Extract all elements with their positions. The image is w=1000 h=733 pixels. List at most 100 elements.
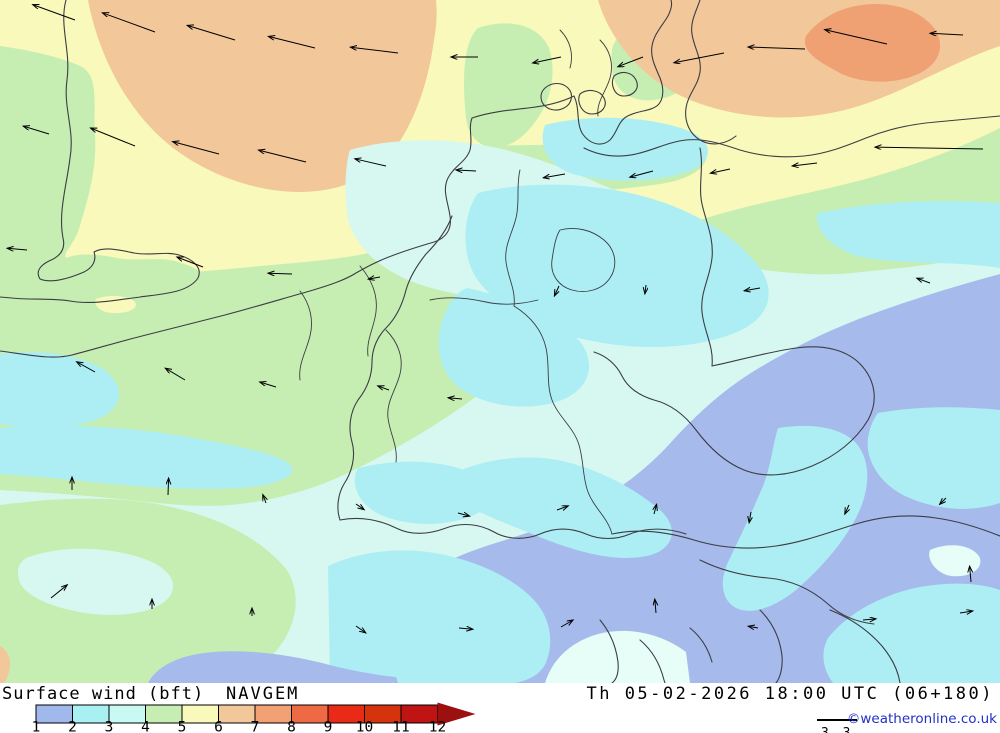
region-green-denmark-1 [463,23,553,148]
border-italy-adriatic [599,619,713,683]
surface-wind-map [0,0,1000,683]
region-cyan-east-germany [465,184,769,348]
wind-arrow [749,511,751,523]
wind-arrow [268,273,293,274]
wind-arrow [654,504,657,515]
wind-arrow-layer [7,5,984,633]
border-state-berlin [551,228,616,292]
arrow-scale-line [817,719,857,721]
border-alps-south [339,517,687,540]
wind-arrow [457,513,470,516]
region-cyan-france-south [0,425,293,489]
copyright-link[interactable]: ©weatheronline.co.uk [846,711,997,727]
legend-tick-label: 4 [141,720,150,733]
wind-arrow [50,585,67,599]
wind-arrow [263,495,266,504]
region-green-england [0,46,209,328]
border-england-coast [0,0,200,304]
wind-arrow [744,288,761,291]
legend-segment [145,704,183,724]
wind-arrow [875,147,984,149]
wind-arrow [177,257,204,268]
wind-arrow [368,277,381,279]
product-title: Surface wind (bft) [2,684,205,704]
legend-tick-label: 12 [429,720,446,733]
border-baltic-coast [583,115,1000,158]
wind-arrow [940,497,947,504]
region-cyan-south-germany [328,550,551,683]
border-slovenia-croatia [699,559,875,683]
region-palecyan-france-hole [18,548,174,615]
wind-arrow [7,248,28,250]
legend-segment [291,704,329,724]
region-cyan-ne-tongue [867,407,1000,509]
wind-arrow [533,56,562,63]
region-cyan-east-band [817,201,1000,268]
region-blue-southeast [387,274,1000,683]
wind-arrow [845,504,849,514]
wind-arrow [825,30,888,45]
wind-arrow [543,173,566,178]
border-germany-east-czech [593,147,875,476]
legend-tick-label: 11 [392,720,409,733]
legend-tick-label: 10 [356,720,373,733]
legend-tick-label: 7 [251,720,260,733]
legend-segment [35,704,73,724]
border-state-elbe [505,169,521,307]
wind-arrow [260,382,277,388]
wind-arrow [165,368,186,381]
legend-segment [72,704,110,724]
region-salmon-baltic [804,4,941,82]
wind-arrow [748,47,806,49]
border-germany-west [337,215,453,521]
wind-arrow [710,168,731,173]
legend-segment [108,704,146,724]
legend-segment [181,704,219,724]
wind-arrow [556,506,568,510]
forecast-timestamp: Th 05-02-2026 18:00 UTC (06+180) [586,684,994,704]
legend-tick-label: 6 [214,720,223,733]
wind-arrow [259,150,307,163]
legend-segment [218,704,256,724]
wind-arrow [23,126,50,135]
region-cyan-balticcoast [542,117,708,181]
wind-arrow [77,362,96,373]
legend-segment [254,704,292,724]
wind-arrow [33,5,76,21]
border-denmark-east [685,0,737,145]
wind-arrow [456,170,477,171]
wind-arrow [458,628,473,629]
wind-arrow [645,284,646,294]
model-name: NAVGEM [226,684,300,704]
legend-tick-label: 9 [324,720,333,733]
region-cyan-swath [722,425,868,611]
wind-arrow [102,13,156,33]
wind-arrow [959,611,973,613]
wind-arrow [655,599,656,614]
wind-arrow [554,285,560,296]
border-denmark-inner [559,29,612,117]
wind-arrow [970,566,971,583]
wind-arrow [355,625,366,633]
wind-arrow [862,619,876,620]
wind-arrow [930,33,964,35]
legend-tick-label: 8 [287,720,296,733]
region-blue-alps-west [148,651,398,683]
wind-arrow [91,128,136,147]
border-state-hessen [385,329,402,463]
wind-arrow [792,163,818,166]
wind-arrow [378,386,390,391]
legend-tick-label: 2 [68,720,77,733]
wind-arrow [350,47,399,54]
border-danish-island-1 [540,82,573,111]
region-cyan-franconia [438,288,589,407]
wind-arrow [674,52,725,63]
border-croatia-coast [829,609,901,683]
wind-arrow [187,25,236,41]
legend-tick-label: 5 [178,720,187,733]
border-state-bavaria-west [513,305,613,535]
border-danish-island-3 [611,71,638,97]
region-cyan-france-inland [0,352,120,429]
wind-arrow [560,620,573,628]
